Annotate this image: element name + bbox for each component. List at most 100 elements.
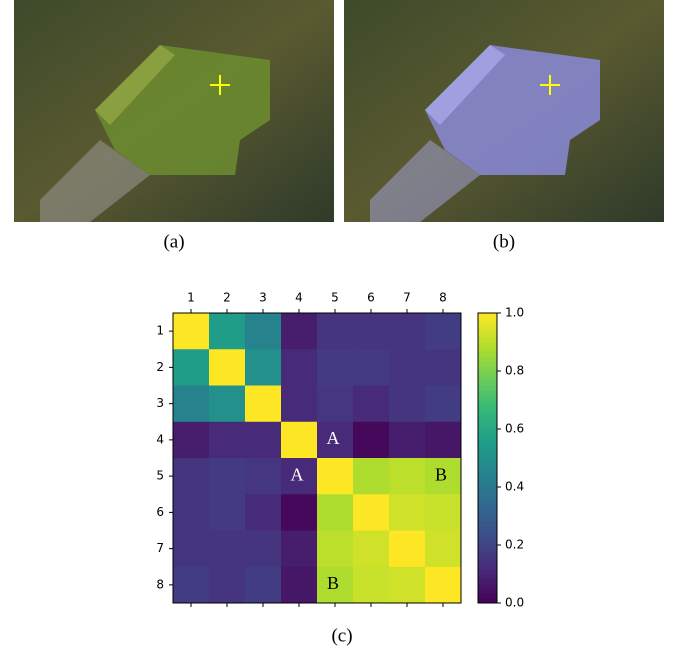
cell-annotation: A [291, 464, 304, 484]
colorbar-segment [478, 564, 497, 569]
colorbar-segment [478, 521, 497, 526]
heatmap-cell [353, 567, 390, 604]
colorbar-segment [478, 492, 497, 497]
colorbar-segment [478, 574, 497, 579]
heatmap-cell [209, 531, 246, 568]
colorbar-segment [478, 323, 497, 328]
colorbar-segment [478, 357, 497, 362]
heatmap-cell [209, 422, 246, 459]
colorbar-segment [478, 405, 497, 410]
colorbar-segment [478, 400, 497, 405]
colorbar-segment [478, 511, 497, 516]
heatmap-cell [425, 531, 462, 568]
colorbar-segment [478, 502, 497, 507]
colorbar-segment [478, 444, 497, 449]
caption: (a) [163, 231, 184, 252]
heatmap-cell [245, 458, 282, 495]
heatmap-cell [317, 386, 354, 423]
colorbar-segment [478, 352, 497, 357]
heatmap-cell [425, 422, 462, 459]
heatmap-cell [425, 386, 462, 423]
heatmap-cell [209, 313, 246, 350]
colorbar-segment [478, 487, 497, 492]
heatmap-cell [317, 531, 354, 568]
heatmap-cell [173, 313, 210, 350]
heatmap-cell [389, 494, 426, 531]
photo-b [344, 0, 664, 222]
colorbar-segment [478, 550, 497, 555]
colorbar-segment [478, 424, 497, 429]
y-tick-label: 2 [156, 360, 164, 374]
heatmap-cell [281, 531, 318, 568]
heatmap-cell [173, 458, 210, 495]
heatmap-cell [281, 567, 318, 604]
x-tick-label: 2 [223, 291, 231, 305]
cell-annotation: B [327, 573, 339, 593]
colorbar-segment [478, 506, 497, 511]
colorbar-segment [478, 347, 497, 352]
colorbar-segment [478, 458, 497, 463]
heatmap-cell [209, 567, 246, 604]
colorbar-segment [478, 593, 497, 598]
heatmap-cell [245, 422, 282, 459]
heatmap-cell [353, 386, 390, 423]
heatmap-cell [281, 422, 318, 459]
colorbar-segment [478, 463, 497, 468]
colorbar-segment [478, 415, 497, 420]
heatmap-cell [173, 349, 210, 386]
heatmap-cell [245, 386, 282, 423]
colorbar-tick-label: 0.2 [505, 538, 524, 552]
x-tick-label: 6 [367, 291, 375, 305]
heatmap-cell [173, 531, 210, 568]
heatmap-cell [245, 313, 282, 350]
heatmap-cell [209, 349, 246, 386]
colorbar-segment [478, 395, 497, 400]
colorbar-segment [478, 497, 497, 502]
x-tick-label: 5 [331, 291, 339, 305]
caption: (b) [493, 231, 515, 252]
heatmap-cell [317, 494, 354, 531]
heatmap-cell [353, 349, 390, 386]
heatmap-cell [173, 422, 210, 459]
y-tick-label: 8 [156, 577, 164, 591]
heatmap-cell [209, 458, 246, 495]
colorbar-segment [478, 434, 497, 439]
colorbar-segment [478, 448, 497, 453]
colorbar-segment [478, 453, 497, 458]
colorbar-tick-label: 0.4 [505, 480, 524, 494]
colorbar-tick-label: 0.8 [505, 364, 524, 378]
colorbar-segment [478, 545, 497, 550]
heatmap-cell [281, 349, 318, 386]
colorbar-segment [478, 477, 497, 482]
colorbar-segment [478, 328, 497, 333]
colorbar-tick-label: 0.0 [505, 596, 524, 610]
heatmap-cell [317, 458, 354, 495]
heatmap-cell [353, 313, 390, 350]
colorbar-tick-label: 0.6 [505, 422, 524, 436]
heatmap-cell [245, 531, 282, 568]
heatmap-cell [281, 386, 318, 423]
colorbar-segment [478, 419, 497, 424]
colorbar-segment [478, 540, 497, 545]
colorbar-segment [478, 366, 497, 371]
colorbar-segment [478, 342, 497, 347]
colorbar-tick-label: 1.0 [505, 306, 524, 320]
heatmap-cell [173, 567, 210, 604]
heatmap-cell [245, 349, 282, 386]
colorbar-segment [478, 516, 497, 521]
heatmap-cell [425, 567, 462, 604]
colorbar-segment [478, 555, 497, 560]
heatmap-cell [245, 567, 282, 604]
caption: (c) [331, 625, 352, 646]
cell-annotation: A [327, 428, 340, 448]
heatmap-cell [353, 422, 390, 459]
colorbar-segment [478, 376, 497, 381]
heatmap-cell [353, 531, 390, 568]
heatmap-cell [389, 313, 426, 350]
heatmap-cell [425, 313, 462, 350]
colorbar-segment [478, 579, 497, 584]
colorbar-segment [478, 584, 497, 589]
heatmap-cell [173, 494, 210, 531]
colorbar-segment [478, 535, 497, 540]
colorbar-segment [478, 560, 497, 565]
